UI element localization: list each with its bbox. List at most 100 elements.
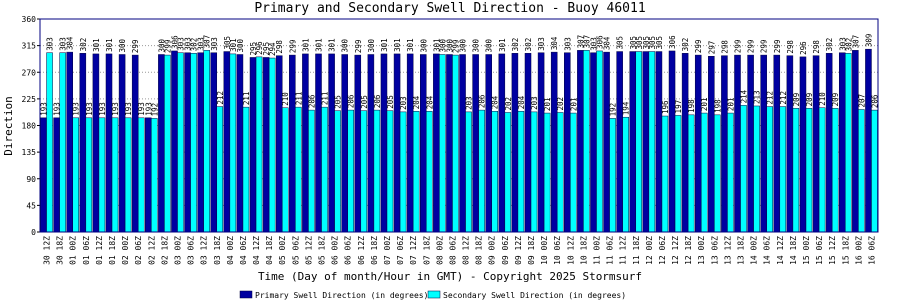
value-label: 302 <box>844 38 853 52</box>
bar <box>406 53 414 233</box>
y-tick-label: 315 <box>22 42 37 51</box>
value-label: 305 <box>635 36 644 50</box>
x-tick-label: 07 00Z <box>383 236 392 265</box>
value-label: 207 <box>857 94 866 108</box>
bar <box>386 110 394 233</box>
bar <box>380 53 388 233</box>
value-label: 212 <box>779 91 788 105</box>
x-tick-label: 11 00Z <box>592 236 601 265</box>
bar <box>124 117 132 233</box>
x-tick-label: 08 18Z <box>475 236 484 265</box>
x-tick-label: 05 12Z <box>304 236 313 265</box>
value-label: 201 <box>726 98 735 112</box>
value-label: 203 <box>399 96 408 110</box>
value-label: 302 <box>681 38 690 52</box>
x-tick-label: 14 12Z <box>776 236 785 265</box>
value-label: 306 <box>170 35 179 49</box>
value-label: 294 <box>268 42 277 56</box>
value-label: 197 <box>674 100 683 114</box>
value-label: 300 <box>445 38 454 52</box>
bar <box>171 50 178 233</box>
value-label: 307 <box>851 35 860 49</box>
bar <box>190 53 197 233</box>
bar <box>734 54 741 233</box>
bar <box>446 54 453 233</box>
value-label: 300 <box>118 38 127 52</box>
x-tick-label: 08 12Z <box>462 236 471 265</box>
x-tick-label: 11 18Z <box>632 236 641 265</box>
x-tick-label: 01 18Z <box>108 236 117 265</box>
value-label: 301 <box>432 38 441 52</box>
x-tick-label: 10 12Z <box>566 236 575 265</box>
bar <box>197 52 204 233</box>
y-tick-label: 225 <box>22 95 37 104</box>
x-tick-label: 16 06Z <box>867 236 876 265</box>
bar <box>426 111 433 233</box>
bar <box>629 51 637 233</box>
bar <box>825 53 833 233</box>
bar <box>203 50 210 233</box>
bar <box>766 106 773 233</box>
bar <box>642 51 650 233</box>
value-label: 300 <box>157 38 166 52</box>
value-label: 210 <box>281 92 290 106</box>
value-label: 299 <box>354 40 363 54</box>
bar <box>727 112 734 233</box>
x-tick-label: 07 12Z <box>409 236 418 265</box>
value-label: 206 <box>870 94 879 108</box>
bar <box>373 109 381 233</box>
bar <box>498 53 506 233</box>
bar <box>694 54 702 233</box>
legend-swatch <box>427 290 441 299</box>
value-label: 204 <box>425 95 434 109</box>
x-tick-label: 06 06Z <box>344 236 353 265</box>
value-label: 304 <box>603 36 612 50</box>
x-tick-label: 05 00Z <box>278 236 287 265</box>
bar <box>177 52 184 233</box>
bar <box>504 112 512 233</box>
legend-label: Secondary Swell Direction (in degrees) <box>443 291 626 300</box>
value-label: 303 <box>537 37 546 51</box>
value-label: 305 <box>642 36 651 50</box>
x-tick-label: 03 12Z <box>200 236 209 265</box>
value-label: 300 <box>459 38 468 52</box>
x-tick-label: 07 06Z <box>396 236 405 265</box>
bar <box>668 50 676 233</box>
bar <box>845 53 852 233</box>
value-label: 206 <box>347 94 356 108</box>
bar <box>831 108 839 233</box>
x-tick-label: 11 12Z <box>619 236 628 265</box>
value-label: 193 <box>124 102 133 116</box>
value-label: 298 <box>786 40 795 54</box>
value-label: 302 <box>511 38 520 52</box>
value-label: 305 <box>629 36 638 50</box>
x-tick-label: 08 06Z <box>448 236 457 265</box>
x-tick-label: 02 18Z <box>160 236 169 265</box>
value-label: 303 <box>184 37 193 51</box>
bar <box>145 117 152 233</box>
bar <box>714 114 721 233</box>
x-tick-label: 04 18Z <box>265 236 274 265</box>
y-tick-label: 90 <box>26 175 36 184</box>
bar <box>223 51 231 233</box>
bar <box>360 110 368 233</box>
bar <box>524 53 532 233</box>
bar <box>315 53 322 233</box>
bar <box>603 51 610 233</box>
value-label: 303 <box>197 37 206 51</box>
value-label: 301 <box>92 38 101 52</box>
bar <box>661 115 669 233</box>
bar <box>779 106 787 233</box>
value-label: 193 <box>144 102 153 116</box>
value-label: 301 <box>328 38 337 52</box>
bar <box>648 51 656 233</box>
bar <box>275 55 283 233</box>
bar <box>229 53 237 233</box>
bar <box>838 52 846 233</box>
x-axis-label: Time (Day of month/Hour in GMT) - Copyri… <box>258 270 642 283</box>
bar <box>511 53 519 233</box>
x-tick-label: 09 12Z <box>514 236 523 265</box>
value-label: 301 <box>498 38 507 52</box>
bar <box>236 54 244 233</box>
bar <box>465 111 472 233</box>
